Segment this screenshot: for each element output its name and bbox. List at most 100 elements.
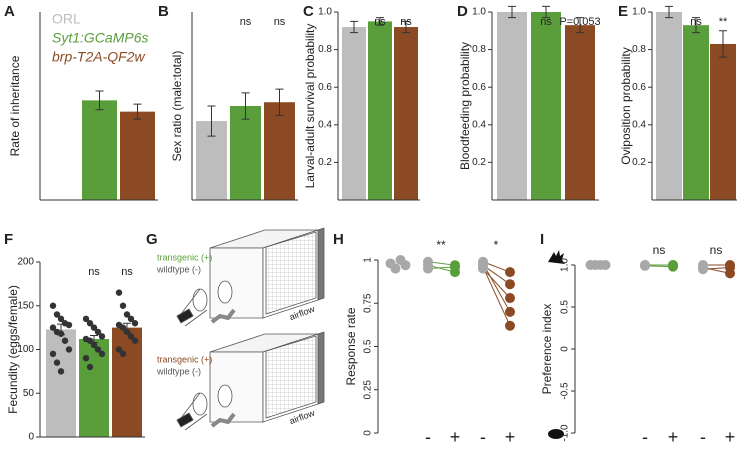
pair-line [482,263,511,313]
bar [82,100,117,200]
error-bar [133,103,142,120]
annotation: * [494,238,499,252]
error-bar [542,5,550,19]
data-point [98,333,106,340]
panel-letter: F [4,231,13,248]
bar [565,25,595,200]
error-bar [402,20,410,34]
annotation: ns [710,243,723,257]
data-point [119,350,127,358]
error-bar [665,5,673,19]
annotation: ns [690,16,702,28]
annotation: ns [240,16,252,28]
arena-bottom [176,331,325,431]
y-tick-label: 0.8 [472,44,486,55]
annotation: ns [88,266,100,278]
data-point [640,260,650,270]
y-tick-label: 0.2 [472,157,486,168]
data-point [86,363,94,371]
x-tick-label: + [668,427,679,447]
y-tick-label: 1.0 [472,7,486,18]
data-point [127,333,135,340]
panel-letter: D [457,3,468,20]
data-point [57,368,65,375]
data-point [49,324,57,331]
data-point [505,320,515,331]
x-tick-label: - [425,427,431,447]
bar [342,27,366,201]
data-point [600,260,611,270]
error-bar [275,88,284,116]
hand-icon [548,250,565,264]
y-tick-label: 0.4 [632,119,646,130]
data-point [94,328,102,336]
y-tick-label: 0.8 [632,44,646,55]
legend-entry: brp-T2A-QF2w [52,49,145,65]
data-point [90,341,98,349]
y-tick-label: 0 [560,346,571,352]
bar [683,25,709,200]
data-point [57,315,65,323]
y-axis-label: Fecundity (eggs/female) [6,285,20,414]
legend-entry: ORL [52,11,81,27]
y-tick-label: 0.8 [318,44,332,55]
data-point [53,311,61,318]
error-bar [719,30,727,58]
error-bar [692,17,700,34]
x-tick-label: - [700,427,706,447]
y-tick-label: -1.0 [560,424,571,442]
data-point [505,306,515,317]
y-tick-label: 50 [23,388,35,399]
y-tick-label: 0.4 [472,119,486,130]
y-tick-label: 0.6 [472,82,486,93]
panel-letter: H [333,231,344,248]
legend-entry: Syt1:GCaMP6s [52,30,148,46]
bar [394,27,418,201]
annotation: ns [374,16,386,28]
data-point [82,315,90,323]
data-point [390,263,401,274]
y-axis-label: Response rate [344,307,358,385]
data-point [82,355,90,362]
bar [710,43,736,201]
data-point [725,262,735,273]
data-point [119,324,127,331]
x-tick-label: + [725,427,736,447]
y-tick-label: 0.6 [632,82,646,93]
error-bar [508,5,516,19]
data-point [127,315,135,323]
diagram-g: G transgenic (+) wildtype (-) airflow tr… [146,227,325,431]
data-point [94,346,102,353]
data-point [115,289,123,296]
panel-letter: E [618,3,628,20]
annotation: P=0.053 [559,16,600,28]
annotation: ns [121,266,133,278]
x-tick-label: + [505,427,516,447]
bar [531,12,561,200]
data-point [400,260,411,271]
diagram-label: wildtype (-) [156,264,201,274]
data-point [131,337,139,344]
bar [656,12,682,200]
y-tick-label: 0.5 [363,339,374,353]
y-tick-label: 0.25 [363,380,374,400]
annotation: ns [540,16,552,28]
y-tick-label: 1 [363,257,374,263]
annotation: ns [653,243,666,257]
annotation: ns [274,16,286,28]
data-point [423,263,433,274]
error-bar [241,92,250,120]
y-tick-label: 200 [17,257,34,268]
data-point [698,264,708,275]
y-tick-label: 0.2 [632,157,646,168]
data-point [65,321,73,329]
y-axis-label: Rate of inheritance [8,55,22,156]
y-tick-label: 1.0 [632,7,646,18]
y-axis-label: Preference index [540,304,554,395]
y-axis-label: Larval-adult survival probability [303,24,317,189]
data-point [57,330,65,337]
y-tick-label: 0.5 [560,300,571,314]
data-point [53,359,61,366]
y-tick-label: 1.0 [560,258,571,272]
